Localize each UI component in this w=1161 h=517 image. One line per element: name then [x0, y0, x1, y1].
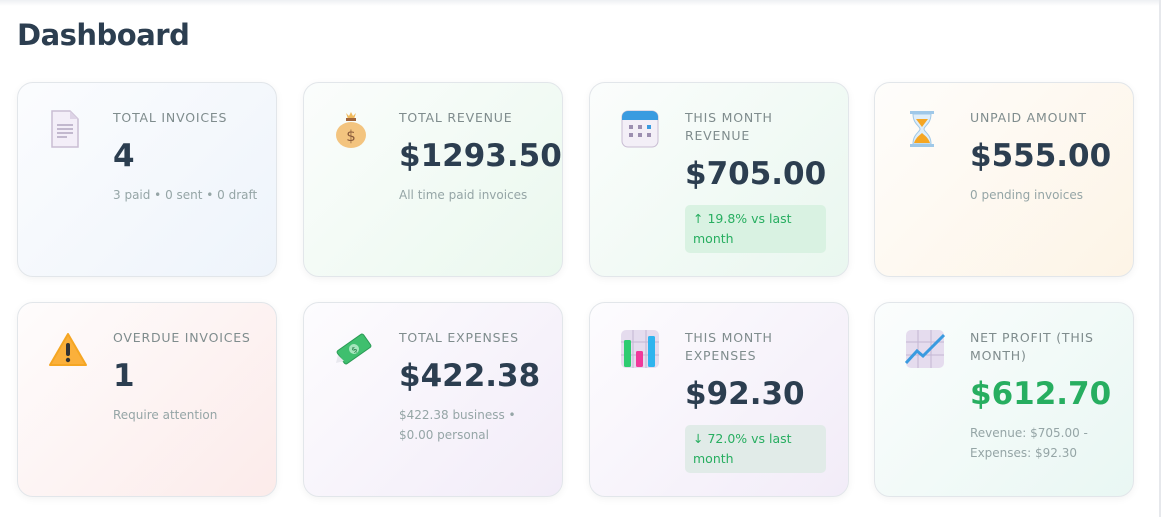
- money-wings-icon: $: [334, 329, 372, 369]
- card-title: NET PROFIT (THIS MONTH): [970, 330, 1094, 363]
- card-subtext: Require attention: [113, 408, 218, 422]
- card-value: $92.30: [685, 376, 805, 412]
- card-unpaid-amount[interactable]: UNPAID AMOUNT $555.00 0 pending invoices: [874, 82, 1134, 277]
- change-badge: ↓ 72.0% vs last month: [685, 425, 826, 473]
- card-title: UNPAID AMOUNT: [970, 110, 1087, 125]
- card-title: THIS MONTH REVENUE: [685, 110, 773, 143]
- card-subtext: Revenue: $705.00 - Expenses: $92.30: [970, 426, 1088, 460]
- card-title: TOTAL EXPENSES: [399, 330, 519, 345]
- card-total-expenses[interactable]: $ TOTAL EXPENSES $422.38 $422.38 business …: [303, 302, 563, 497]
- svg-text:$: $: [346, 127, 356, 145]
- card-this-month-expenses[interactable]: THIS MONTH EXPENSES $92.30 ↓ 72.0% vs last…: [589, 302, 849, 497]
- card-value: $612.70: [970, 376, 1112, 412]
- card-value: $422.38: [399, 358, 541, 394]
- hourglass-icon: [905, 109, 939, 149]
- card-title: OVERDUE INVOICES: [113, 330, 251, 345]
- card-value: 4: [113, 138, 135, 174]
- card-title: THIS MONTH EXPENSES: [685, 330, 773, 363]
- money-bag-icon: $: [334, 109, 368, 149]
- card-value: 1: [113, 358, 135, 394]
- card-overdue-invoices[interactable]: OVERDUE INVOICES 1 Require attention: [17, 302, 277, 497]
- card-subtext: All time paid invoices: [399, 188, 528, 202]
- scrollbar-track[interactable]: [1159, 0, 1161, 517]
- card-title: TOTAL REVENUE: [399, 110, 513, 125]
- card-value: $1293.50: [399, 138, 562, 174]
- card-this-month-revenue[interactable]: THIS MONTH REVENUE $705.00 ↑ 19.8% vs last…: [589, 82, 849, 277]
- warning-icon: [48, 329, 87, 369]
- card-subtext: 0 pending invoices: [970, 188, 1083, 202]
- top-bar-shadow: [0, 0, 1161, 6]
- card-value: $555.00: [970, 138, 1112, 174]
- card-net-profit[interactable]: NET PROFIT (THIS MONTH) $612.70 Revenue: $…: [874, 302, 1134, 497]
- card-total-revenue[interactable]: $ TOTAL REVENUE $1293.50 All time paid inv…: [303, 82, 563, 277]
- page-title: Dashboard: [17, 18, 190, 52]
- card-value: $705.00: [685, 156, 827, 192]
- svg-text:$: $: [350, 345, 359, 355]
- card-title: TOTAL INVOICES: [113, 110, 228, 125]
- card-subtext: $422.38 business • $0.00 personal: [399, 408, 516, 442]
- card-total-invoices[interactable]: TOTAL INVOICES 4 3 paid • 0 sent • 0 draft: [17, 82, 277, 277]
- bar-chart-icon: [620, 329, 659, 369]
- chart-increasing-icon: [904, 329, 946, 369]
- card-subtext: 3 paid • 0 sent • 0 draft: [113, 188, 258, 202]
- calendar-icon: [620, 109, 659, 149]
- change-badge: ↑ 19.8% vs last month: [685, 205, 826, 253]
- document-icon: [48, 109, 82, 149]
